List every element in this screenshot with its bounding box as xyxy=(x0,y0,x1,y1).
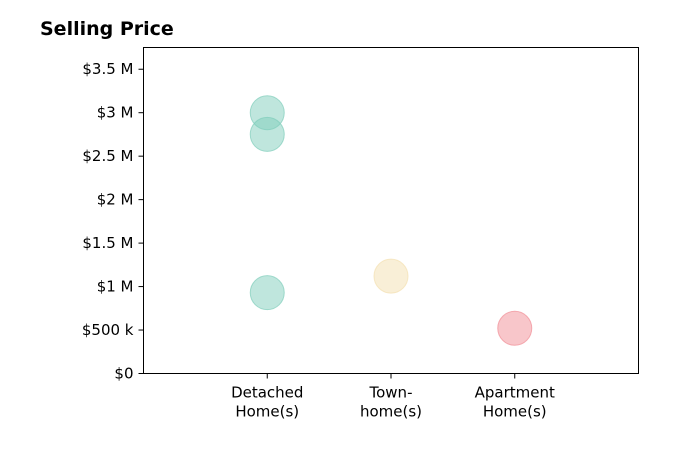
x-tick-label: home(s) xyxy=(360,403,422,421)
x-axis: DetachedHome(s)Town-home(s)ApartmentHome… xyxy=(231,373,555,421)
x-tick-label: Home(s) xyxy=(483,403,547,421)
chart-title: Selling Price xyxy=(40,18,174,40)
y-tick-label: $1 M xyxy=(97,278,134,296)
y-tick-label: $2 M xyxy=(97,191,134,209)
plot-area-frame xyxy=(143,47,639,374)
y-tick-label: $2.5 M xyxy=(82,147,133,165)
y-tick-label: $500 k xyxy=(82,321,134,339)
x-tick-label: Detached xyxy=(231,384,303,402)
x-tick-label: Town- xyxy=(369,384,413,402)
data-point xyxy=(249,116,285,152)
x-tick-label: Home(s) xyxy=(235,403,299,421)
data-point xyxy=(497,310,533,346)
data-point xyxy=(373,258,409,294)
y-tick-label: $1.5 M xyxy=(82,234,133,252)
y-tick-label: $3 M xyxy=(97,104,134,122)
data-point xyxy=(249,275,285,311)
y-axis: $0 $500 k $1 M $1.5 M $2 M $2.5 M $3 M $3.5 M xyxy=(82,60,144,383)
x-tick-label: Apartment xyxy=(475,384,555,402)
y-tick-label: $3.5 M xyxy=(82,60,133,78)
y-tick-label: $0 xyxy=(114,365,133,383)
data-points xyxy=(249,95,533,346)
